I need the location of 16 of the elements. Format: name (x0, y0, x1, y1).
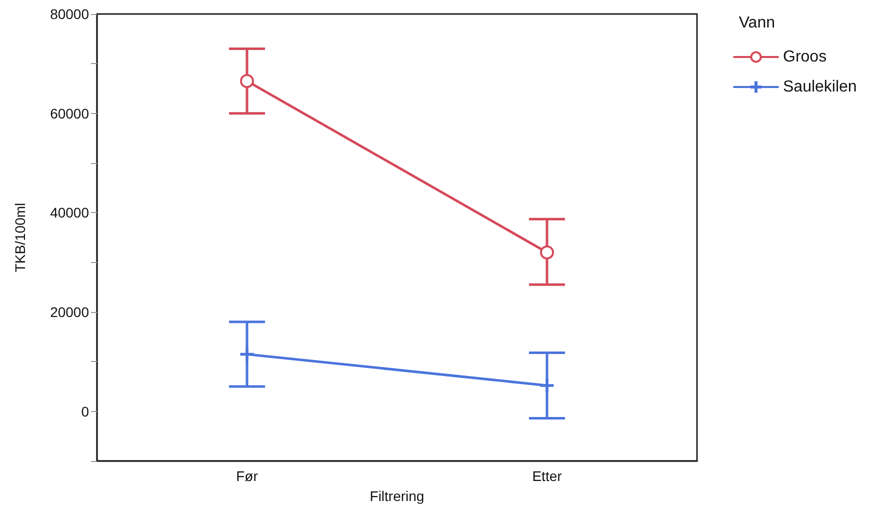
y-tick-label: 80000 (50, 6, 90, 22)
x-tick-label: Etter (532, 468, 562, 484)
y-tick-label: 40000 (50, 204, 90, 221)
x-axis-title: Filtrering (370, 488, 424, 504)
x-tick-label: Før (236, 468, 258, 484)
point (540, 245, 554, 260)
point (240, 347, 254, 361)
y-tick-label: 60000 (50, 105, 90, 122)
legend-title: Vann (738, 14, 776, 32)
point (540, 378, 554, 392)
legend-label: Saulekilen (783, 78, 857, 96)
y-tick-label: 20000 (50, 304, 90, 320)
point (240, 74, 254, 88)
legend-label: Groos (783, 48, 827, 66)
y-tick-label: 0 (81, 403, 90, 420)
y-axis-title: TKB/100ml (12, 202, 28, 272)
